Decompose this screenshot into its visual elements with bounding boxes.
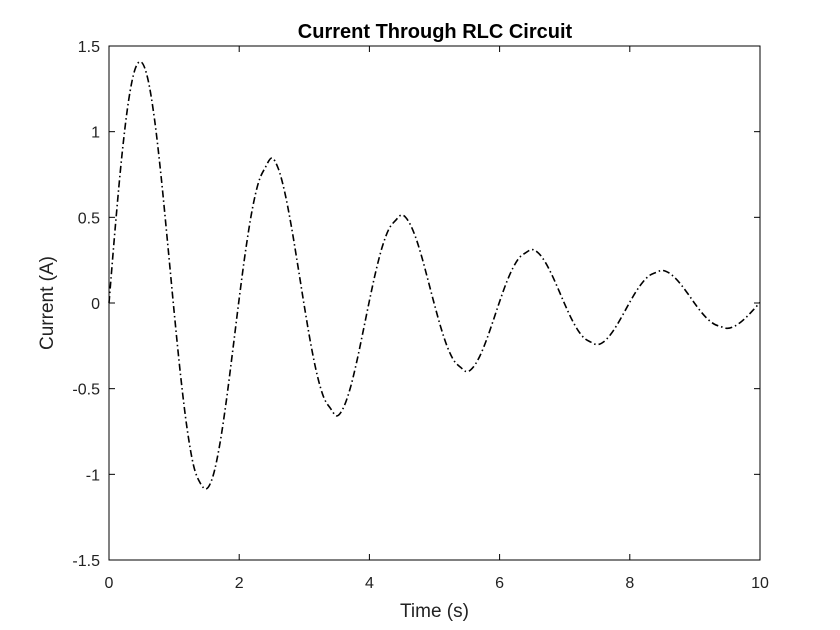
y-tick-label: -1 [86,467,100,484]
y-axis-label: Current (A) [37,256,58,350]
y-tick-label: -0.5 [72,382,100,399]
x-tick-label: 4 [365,575,374,592]
chart-title: Current Through RLC Circuit [298,21,573,43]
x-tick-label: 10 [751,575,769,592]
y-tick-label: 0.5 [78,210,100,227]
x-tick-label: 6 [495,575,504,592]
x-axis-label: Time (s) [400,601,469,622]
y-tick-label: 1 [91,125,100,142]
y-axis-ticks: -1.5 -1 -0.5 0 0.5 1 1.5 [72,39,760,570]
y-tick-label: 0 [91,296,100,313]
x-tick-label: 0 [105,575,114,592]
x-axis-ticks: 0 2 4 6 8 10 [105,46,769,592]
current-series-line [108,60,761,490]
x-tick-label: 2 [235,575,244,592]
x-tick-label: 8 [625,575,634,592]
y-tick-label: 1.5 [78,39,100,56]
y-tick-label: -1.5 [72,553,100,570]
